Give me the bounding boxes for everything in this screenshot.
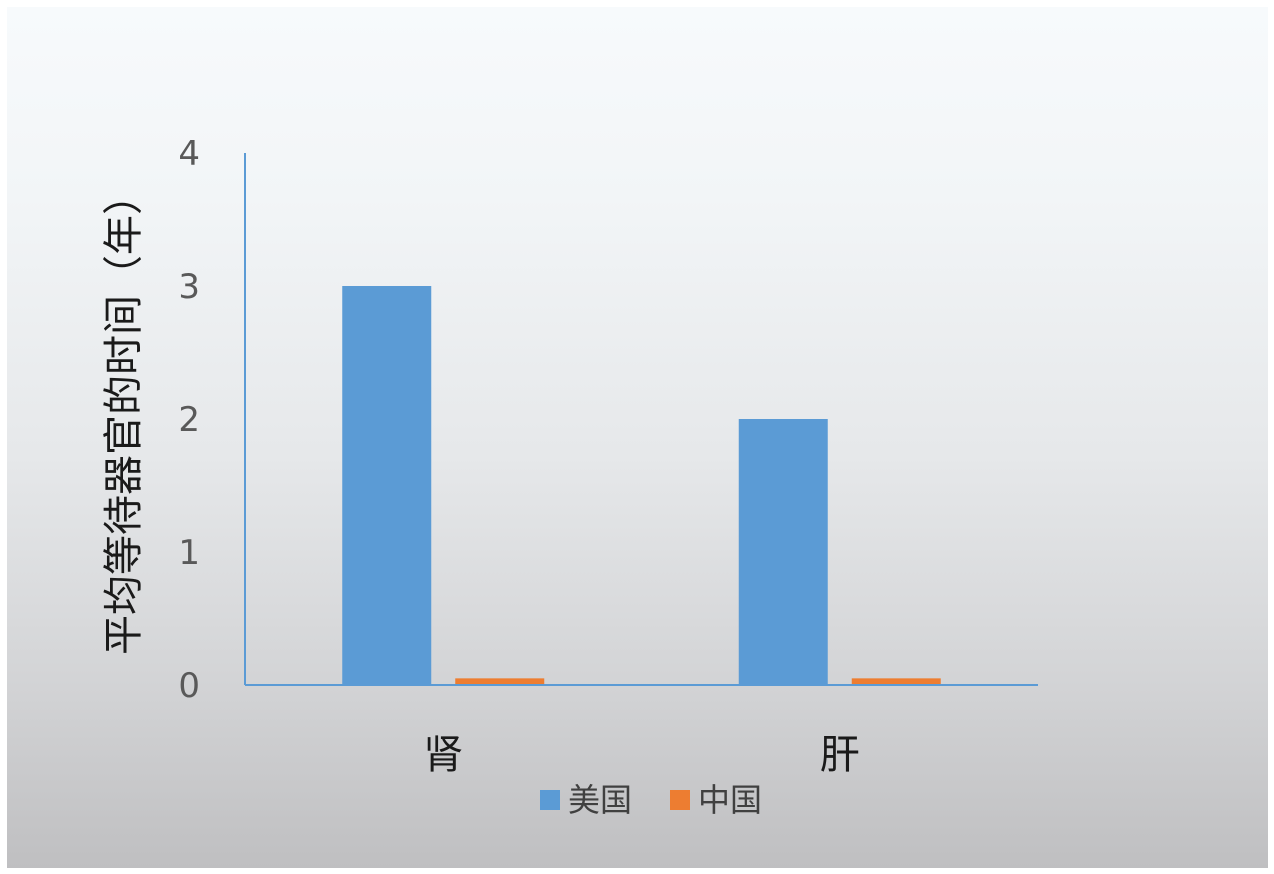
y-tick-label: 3 xyxy=(178,267,200,307)
legend-label: 中国 xyxy=(698,781,762,819)
y-tick-label: 2 xyxy=(178,400,200,440)
bar-中国-肾 xyxy=(455,678,545,685)
x-axis-labels: 肾肝 xyxy=(423,732,860,778)
legend-swatch xyxy=(540,790,560,810)
y-tick-label: 4 xyxy=(178,134,200,174)
bar-中国-肝 xyxy=(851,678,941,685)
legend-swatch xyxy=(670,790,690,810)
chart-background xyxy=(7,7,1268,868)
y-tick-label: 1 xyxy=(178,533,200,573)
y-axis-title: 平均等待器官的时间（年） xyxy=(101,175,147,655)
bars xyxy=(342,286,941,685)
y-axis-ticks: 0 1 2 3 4 xyxy=(178,134,200,706)
bar-美国-肾 xyxy=(342,286,432,685)
y-tick-label: 0 xyxy=(178,666,200,706)
x-category-label: 肝 xyxy=(820,732,860,778)
x-category-label: 肾 xyxy=(423,732,463,778)
bar-美国-肝 xyxy=(738,419,828,685)
legend-label: 美国 xyxy=(568,781,632,819)
legend: 美国 中国 xyxy=(540,781,762,819)
